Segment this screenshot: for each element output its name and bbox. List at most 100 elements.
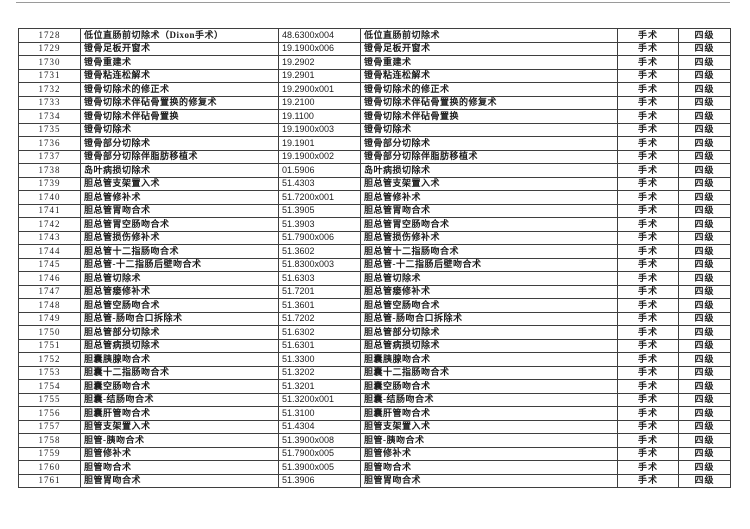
cell-procedure-name-mapped: 胆囊空肠吻合术 — [360, 379, 618, 394]
cell-grade: 四级 — [678, 163, 731, 178]
table-row: 1750 胆总管部分切除术 51.6302 胆总管部分切除术 手术 四级 — [18, 325, 731, 340]
table-row: 1735 镫骨切除术 19.1900x003 镫骨切除术 手术 四级 — [18, 122, 731, 137]
cell-grade: 四级 — [678, 149, 731, 164]
cell-procedure-name-mapped: 胆管修补术 — [360, 446, 618, 461]
cell-procedure-name-mapped: 镫骨粘连松解术 — [360, 68, 618, 83]
cell-row-number: 1730 — [18, 55, 81, 70]
cell-grade: 四级 — [678, 217, 731, 232]
cell-row-number: 1752 — [18, 352, 81, 367]
cell-grade: 四级 — [678, 392, 731, 407]
cell-procedure-name-mapped: 镫骨部分切除术 — [360, 136, 618, 151]
cell-procedure-name: 岛叶病损切除术 — [80, 163, 279, 178]
table-row: 1733 镫骨切除术伴砧骨置换的修复术 19.2100 镫骨切除术伴砧骨置换的修复术手… — [18, 95, 731, 110]
cell-procedure-code: 51.7200x001 — [278, 190, 361, 205]
table-row: 1761 胆管胃吻合术 51.3906 胆管胃吻合术 手术 四级 — [18, 473, 731, 488]
cell-category: 手术 — [617, 352, 679, 367]
procedure-table: 1728 低位直肠前切除术（Dixon手术） 48.6300x004 低位直肠前切除术… — [18, 28, 731, 488]
cell-grade: 四级 — [678, 68, 731, 83]
cell-procedure-code: 51.3905 — [278, 203, 361, 218]
table-row: 1739 胆总管支架置入术 51.4303 胆总管支架置入术 手术 四级 — [18, 176, 731, 191]
table-row: 1736 镫骨部分切除术 19.1901 镫骨部分切除术 手术 四级 — [18, 136, 731, 151]
cell-grade: 四级 — [678, 419, 731, 434]
cell-procedure-name: 胆总管-肠吻合口拆除术 — [80, 311, 279, 326]
table-row: 1748 胆总管空肠吻合术 51.3601 胆总管空肠吻合术 手术 四级 — [18, 298, 731, 313]
cell-grade: 四级 — [678, 284, 731, 299]
cell-row-number: 1761 — [18, 473, 81, 488]
cell-category: 手术 — [617, 311, 679, 326]
cell-category: 手术 — [617, 68, 679, 83]
cell-procedure-name: 胆囊十二指肠吻合术 — [80, 365, 279, 380]
cell-procedure-name: 胆总管损伤修补术 — [80, 230, 279, 245]
cell-procedure-code: 19.1900x003 — [278, 122, 361, 137]
cell-procedure-code: 51.3200x001 — [278, 392, 361, 407]
cell-row-number: 1745 — [18, 257, 81, 272]
cell-row-number: 1756 — [18, 406, 81, 421]
table-row: 1753 胆囊十二指肠吻合术 51.3202 胆囊十二指肠吻合术 手术 四级 — [18, 365, 731, 380]
cell-procedure-name: 胆管吻合术 — [80, 460, 279, 475]
cell-category: 手术 — [617, 284, 679, 299]
cell-procedure-name: 镫骨切除术的修正术 — [80, 82, 279, 97]
cell-grade: 四级 — [678, 82, 731, 97]
cell-procedure-code: 19.2900x001 — [278, 82, 361, 97]
cell-grade: 四级 — [678, 203, 731, 218]
cell-procedure-code: 51.6303 — [278, 271, 361, 286]
cell-procedure-name: 胆管-胰吻合术 — [80, 433, 279, 448]
cell-row-number: 1734 — [18, 109, 81, 124]
table-row: 1754 胆囊空肠吻合术 51.3201 胆囊空肠吻合术 手术 四级 — [18, 379, 731, 394]
cell-procedure-name: 镫骨粘连松解术 — [80, 68, 279, 83]
cell-grade: 四级 — [678, 55, 731, 70]
table-row: 1729 镫骨足板开窗术 19.1900x006 镫骨足板开窗术 手术 四级 — [18, 41, 731, 56]
cell-row-number: 1729 — [18, 41, 81, 56]
cell-row-number: 1733 — [18, 95, 81, 110]
cell-procedure-name: 胆总管支架置入术 — [80, 176, 279, 191]
cell-category: 手术 — [617, 203, 679, 218]
table-row: 1749 胆总管-肠吻合口拆除术 51.7202 胆总管-肠吻合口拆除术 手术 四级 — [18, 311, 731, 326]
cell-row-number: 1760 — [18, 460, 81, 475]
cell-grade: 四级 — [678, 244, 731, 259]
cell-procedure-name: 镫骨切除术 — [80, 122, 279, 137]
cell-category: 手术 — [617, 136, 679, 151]
cell-category: 手术 — [617, 28, 679, 43]
cell-procedure-name-mapped: 胆总管胃吻合术 — [360, 203, 618, 218]
cell-row-number: 1740 — [18, 190, 81, 205]
cell-category: 手术 — [617, 446, 679, 461]
cell-grade: 四级 — [678, 190, 731, 205]
cell-row-number: 1742 — [18, 217, 81, 232]
cell-row-number: 1747 — [18, 284, 81, 299]
cell-procedure-code: 51.3903 — [278, 217, 361, 232]
cell-grade: 四级 — [678, 122, 731, 137]
cell-category: 手术 — [617, 271, 679, 286]
table-row: 1746 胆总管切除术 51.6303 胆总管切除术 手术 四级 — [18, 271, 731, 286]
table-row: 1731 镫骨粘连松解术 19.2901 镫骨粘连松解术 手术 四级 — [18, 68, 731, 83]
cell-procedure-code: 51.6301 — [278, 338, 361, 353]
table-row: 1738 岛叶病损切除术 01.5906 岛叶病损切除术 手术 四级 — [18, 163, 731, 178]
cell-category: 手术 — [617, 95, 679, 110]
table-row: 1741 胆总管胃吻合术 51.3905 胆总管胃吻合术 手术 四级 — [18, 203, 731, 218]
table-row: 1756 胆囊肝管吻合术 51.3100 胆囊肝管吻合术 手术 四级 — [18, 406, 731, 421]
cell-category: 手术 — [617, 122, 679, 137]
cell-procedure-name: 胆总管病损切除术 — [80, 338, 279, 353]
table-row: 1744 胆总管十二指肠吻合术 51.3602 胆总管十二指肠吻合术 手术 四级 — [18, 244, 731, 259]
cell-procedure-code: 51.3201 — [278, 379, 361, 394]
cell-procedure-code: 19.1100 — [278, 109, 361, 124]
cell-procedure-name: 胆囊-结肠吻合术 — [80, 392, 279, 407]
cell-row-number: 1741 — [18, 203, 81, 218]
cell-procedure-name-mapped: 低位直肠前切除术 — [360, 28, 618, 43]
cell-procedure-name-mapped: 胆囊肝管吻合术 — [360, 406, 618, 421]
cell-procedure-name: 胆总管切除术 — [80, 271, 279, 286]
cell-category: 手术 — [617, 163, 679, 178]
cell-procedure-name-mapped: 胆总管-肠吻合口拆除术 — [360, 311, 618, 326]
table-row: 1760 胆管吻合术 51.3900x005 胆管吻合术 手术 四级 — [18, 460, 731, 475]
cell-procedure-name-mapped: 岛叶病损切除术 — [360, 163, 618, 178]
cell-procedure-name-mapped: 胆总管切除术 — [360, 271, 618, 286]
cell-category: 手术 — [617, 392, 679, 407]
cell-category: 手术 — [617, 325, 679, 340]
cell-category: 手术 — [617, 298, 679, 313]
cell-procedure-code: 51.3601 — [278, 298, 361, 313]
cell-procedure-name: 胆总管空肠吻合术 — [80, 298, 279, 313]
cell-procedure-name: 胆囊空肠吻合术 — [80, 379, 279, 394]
cell-procedure-name-mapped: 镫骨切除术 — [360, 122, 618, 137]
table-row: 1728 低位直肠前切除术（Dixon手术） 48.6300x004 低位直肠前切除术… — [18, 28, 731, 43]
cell-category: 手术 — [617, 217, 679, 232]
cell-procedure-code: 51.7201 — [278, 284, 361, 299]
